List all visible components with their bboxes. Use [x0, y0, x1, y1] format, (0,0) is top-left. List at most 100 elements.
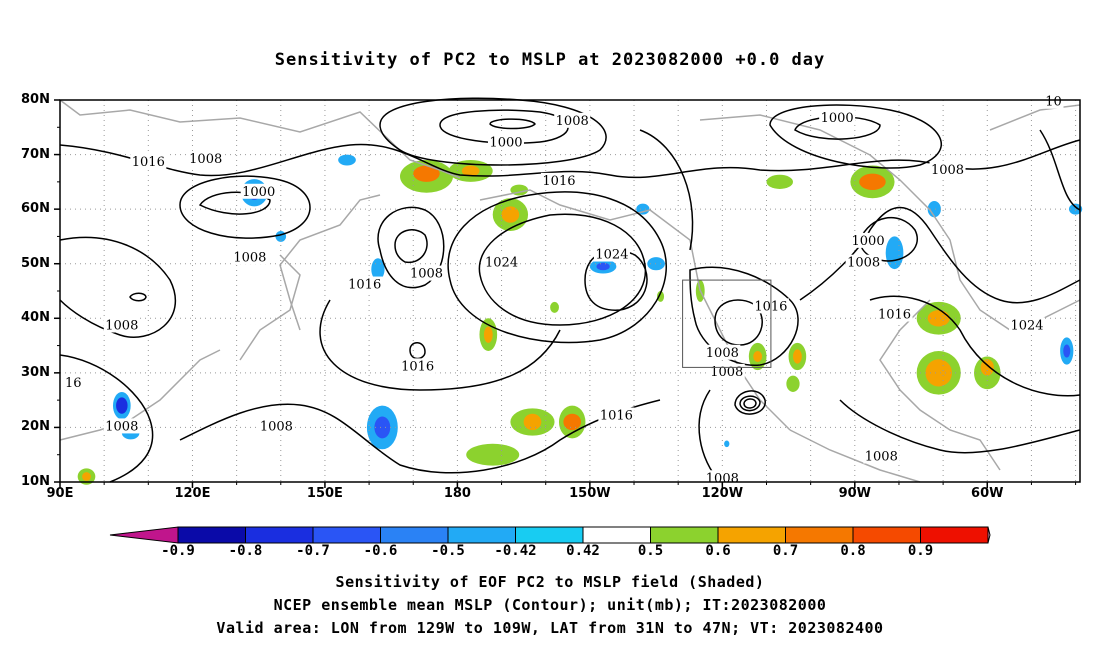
contour-label: 1000: [852, 234, 885, 249]
caption-line-2: NCEP ensemble mean MSLP (Contour); unit(…: [273, 596, 827, 614]
isobar: [714, 299, 763, 346]
shading-blob: [466, 443, 520, 466]
contour-label-bg: [408, 265, 445, 281]
contour-label-bg: [598, 407, 635, 423]
shading-blob: [792, 349, 802, 364]
lon-label: 120E: [174, 486, 211, 501]
isobar: [734, 390, 766, 415]
isobar: [379, 97, 607, 166]
colorbar-swatch: [650, 526, 719, 544]
contour-label-bg: [1043, 93, 1064, 109]
lon-label: 90W: [838, 486, 872, 501]
isobar: [319, 299, 561, 391]
isobar: [639, 129, 694, 251]
contour-label-bg: [929, 161, 966, 177]
colorbar-swatch: [582, 526, 651, 544]
contour-label-bg: [240, 183, 277, 199]
shading-blob: [724, 440, 730, 448]
isobar: [869, 295, 1081, 397]
shading-blob: [859, 173, 886, 191]
shading-blob: [563, 413, 582, 431]
contour-label: 1008: [105, 419, 138, 434]
isobar: [179, 399, 661, 474]
colorbar-label: -0.5: [431, 543, 465, 559]
lat-label: 70N: [21, 146, 50, 162]
isobar: [59, 236, 177, 338]
contour-label: 1024: [595, 248, 628, 263]
isobar: [1039, 129, 1081, 211]
caption-line-1: Sensitivity of EOF PC2 to MSLP field (Sh…: [335, 573, 765, 591]
contour-label-bg: [593, 246, 630, 262]
contour-label: 1008: [931, 163, 964, 178]
colorbar-label: -0.6: [363, 543, 398, 559]
colorbar-swatch: [312, 526, 381, 544]
shading-blob: [483, 326, 493, 343]
isobar: [377, 206, 445, 289]
contour-label: 1008: [189, 152, 222, 167]
shading-blob: [1063, 344, 1071, 358]
colorbar-swatch: [717, 526, 786, 544]
contour-label: 10: [1045, 95, 1062, 110]
isobar: [394, 229, 428, 264]
isobar: [59, 354, 154, 483]
contour-label-bg: [103, 317, 140, 333]
colorbar-swatch: [177, 526, 246, 544]
lat-label: 40N: [21, 310, 50, 326]
colorbar-label: 0.8: [840, 543, 866, 559]
contour-label-bg: [540, 172, 577, 188]
contour-label-bg: [346, 276, 383, 292]
contour-label: 1016: [542, 174, 575, 189]
colorbar-swatch: [380, 526, 449, 544]
isobar: [447, 191, 667, 344]
colorbar-label: -0.9: [161, 543, 195, 559]
contour-label-bg: [487, 134, 524, 150]
contour-label-bg: [258, 418, 295, 434]
contour-label-bg: [187, 151, 224, 167]
isobar: [409, 342, 426, 360]
isobar: [198, 191, 271, 215]
contour-label-bg: [819, 110, 856, 126]
coastline: [59, 99, 461, 179]
contour-label: 1016: [348, 278, 381, 293]
contour-label: 1008: [706, 346, 739, 361]
isobar: [129, 292, 147, 302]
coastlines: [59, 99, 1081, 483]
colorbar-label: 0.5: [637, 543, 664, 559]
shading-blob: [925, 359, 952, 387]
shading-blob: [766, 174, 793, 189]
contour-label: 1008: [105, 318, 138, 333]
contour-label-bg: [863, 448, 900, 464]
lon-label: 120W: [701, 486, 744, 501]
isobar: [859, 216, 918, 262]
isobar: [739, 395, 761, 412]
contour-label: 1000: [242, 185, 275, 200]
colorbar-label: 0.6: [705, 543, 731, 559]
contour-label: 1008: [556, 114, 589, 129]
coastline: [479, 189, 791, 431]
isobar: [743, 398, 757, 409]
colorbar-max-arrow: [987, 526, 991, 544]
contour-label: 1008: [710, 365, 743, 380]
sensitivity-shading: [77, 154, 1083, 485]
contour-label: 1008: [410, 267, 443, 282]
lat-label: 60N: [21, 201, 50, 217]
lat-label: 20N: [21, 419, 50, 435]
shading-blob: [413, 165, 440, 182]
contour-label-bg: [1009, 317, 1046, 333]
shading-blob: [523, 413, 542, 431]
contour-label: 1016: [401, 359, 434, 374]
isobar: [489, 118, 536, 130]
shading-blob: [371, 258, 385, 281]
colorbar-label: -0.7: [296, 543, 330, 559]
isobar: [769, 104, 942, 169]
contour-label: 1016: [878, 308, 911, 323]
isobar: [59, 139, 1081, 179]
contour-label: 1008: [865, 449, 898, 464]
contour-label: 16: [65, 376, 82, 391]
lat-label: 10N: [21, 474, 50, 489]
colorbar-label: -0.42: [494, 543, 537, 559]
lon-label: 150W: [569, 486, 611, 501]
shading-blob: [647, 257, 665, 271]
isobar: [478, 213, 647, 326]
shading-blob: [927, 310, 950, 327]
